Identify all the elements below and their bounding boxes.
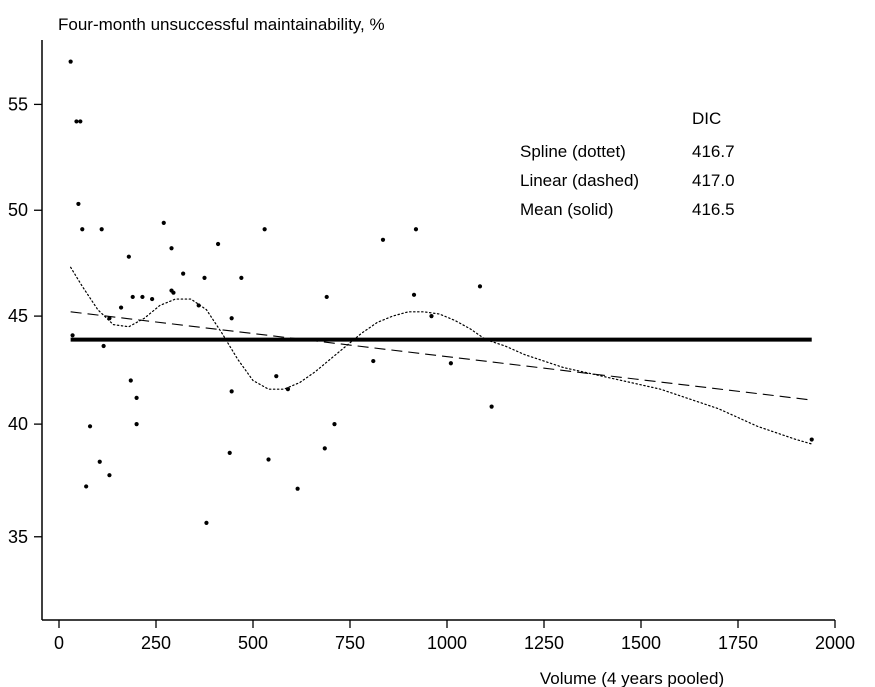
data-point-37 [134,422,139,427]
data-point-20 [202,275,207,280]
data-point-44 [295,486,300,491]
x-tick-label-2000: 2000 [815,633,855,653]
data-point-46 [332,422,337,427]
x-axis-title: Volume (4 years pooled) [540,669,724,687]
data-point-45 [322,446,327,451]
data-point-29 [429,313,434,319]
data-point-41 [266,457,271,462]
legend-linear-label: Linear (dashed) [520,171,639,190]
data-point-48 [448,361,453,366]
data-point-0 [68,59,73,64]
legend-spline-label: Spline (dottet) [520,142,626,161]
y-tick-label-45: 45 [8,306,28,326]
data-point-5 [99,227,104,232]
data-point-11 [130,294,135,300]
data-point-42 [274,374,279,379]
data-point-33 [107,473,112,478]
data-point-36 [134,395,139,400]
legend-spline-value: 416.7 [692,142,735,161]
data-point-27 [413,227,419,232]
data-point-1 [74,119,79,124]
y-axis-title: Four-month unsuccessful maintainability,… [58,15,385,34]
data-point-18 [181,271,186,276]
x-tick-label-500: 500 [238,633,268,653]
data-point-24 [262,227,267,232]
data-point-4 [80,227,85,232]
data-point-23 [239,275,244,280]
x-tick-label-1250: 1250 [524,633,564,653]
data-point-6 [70,333,75,338]
legend-mean-label: Mean (solid) [520,200,614,219]
series-lines [70,266,813,445]
x-tick-label-1750: 1750 [718,633,758,653]
x-tick-label-1000: 1000 [427,633,467,653]
data-point-10 [126,254,131,259]
legend-linear-value: 417.0 [692,171,735,190]
data-point-14 [161,220,166,226]
legend-mean-value: 416.5 [692,200,735,219]
axes: 0 250 500 750 1000 1250 1500 1750 2000 35 40 45 50 55 [8,40,855,653]
scatter-points [68,59,814,526]
data-point-21 [215,241,221,247]
y-tick-label-40: 40 [8,414,28,434]
y-tick-label-35: 35 [8,527,28,547]
data-point-31 [87,424,93,429]
data-point-50 [809,437,814,442]
data-point-34 [84,484,89,489]
data-point-12 [140,294,145,300]
data-point-19 [196,303,201,308]
data-point-2 [78,119,83,124]
x-tick-label-0: 0 [54,633,64,653]
legend: DIC Spline (dottet) 416.7 Linear (dashed… [520,109,735,219]
legend-header: DIC [692,109,721,128]
data-point-22 [229,316,234,321]
data-point-49 [489,404,494,409]
data-point-9 [118,305,124,310]
data-point-13 [150,296,155,302]
x-tick-label-750: 750 [335,633,365,653]
data-point-28 [411,292,417,297]
data-point-43 [285,387,291,392]
x-tick-label-1500: 1500 [621,633,661,653]
data-point-38 [229,389,234,394]
data-point-39 [227,450,232,455]
data-point-8 [107,316,112,321]
data-point-25 [324,294,329,300]
x-tick-label-250: 250 [141,633,171,653]
series-line-dashed [70,311,812,401]
data-point-32 [97,459,102,464]
data-point-3 [76,201,81,207]
series-line-dotted [70,266,813,445]
y-tick-label-50: 50 [8,200,28,220]
data-point-17 [171,290,176,295]
data-point-47 [371,358,376,364]
data-point-15 [169,246,174,251]
data-point-40 [204,520,209,526]
data-point-35 [128,378,133,383]
y-tick-label-55: 55 [8,94,28,114]
data-point-7 [101,343,106,349]
data-point-30 [477,284,483,289]
data-point-26 [380,237,386,242]
